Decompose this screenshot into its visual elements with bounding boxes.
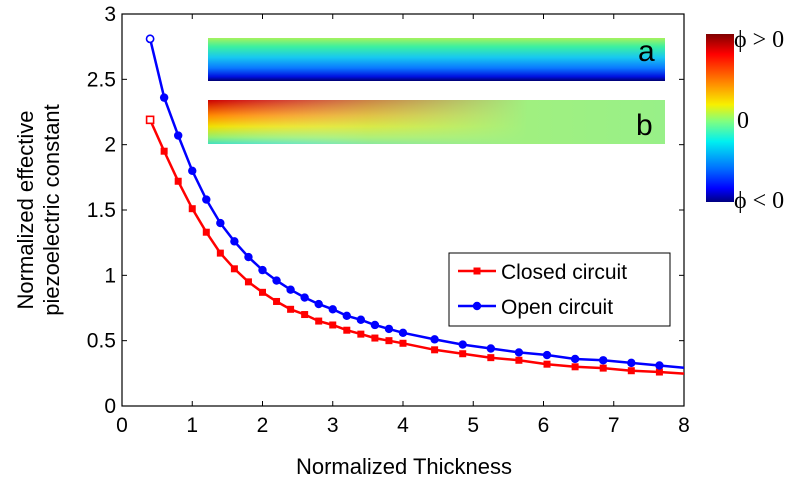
point-closed-circuit [244, 278, 252, 286]
legend-entry-closed: Closed circuit [458, 261, 627, 284]
point-closed-circuit [515, 356, 523, 364]
point-open-circuit [486, 344, 496, 353]
point-closed-circuit [216, 249, 224, 257]
point-open-circuit [599, 356, 608, 365]
x-tick-label: 0 [116, 414, 128, 437]
y-tick-label: 1 [104, 264, 116, 287]
x-tick-label: 4 [397, 414, 409, 437]
point-closed-circuit [357, 330, 365, 338]
legend-entry-open: Open circuit [458, 296, 613, 319]
point-open-circuit [342, 311, 351, 321]
point-closed-circuit [385, 337, 393, 345]
y-tick-label: 0.5 [87, 330, 116, 353]
point-closed-circuit [543, 360, 551, 368]
point-open-circuit [384, 324, 394, 334]
point-open-circuit [159, 93, 169, 102]
point-open-circuit [244, 252, 253, 262]
point-open-circuit [202, 195, 211, 204]
point-closed-circuit [571, 363, 579, 371]
legend-label-open: Open circuit [501, 296, 613, 319]
colorbar-label-middle: 0 [737, 108, 749, 134]
point-open-circuit [570, 354, 580, 364]
y-axis-label-line1: Normalized effective [13, 111, 38, 310]
point-open-circuit [174, 131, 183, 140]
series-layer [145, 34, 685, 376]
x-tick-label: 7 [608, 414, 620, 437]
point-open-circuit [398, 328, 408, 338]
point-open-circuit [655, 361, 664, 370]
y-tick-label: 0 [104, 395, 116, 418]
colorbar-scale [706, 34, 734, 202]
y-tick-label: 2 [104, 134, 116, 157]
point-closed-circuit [174, 177, 182, 185]
point-closed-circuit [145, 115, 155, 125]
inset-b: b [208, 100, 665, 144]
point-open-circuit [230, 237, 239, 246]
x-tick-label: 2 [257, 414, 269, 437]
point-open-circuit [514, 348, 524, 357]
colorbar-label-bottom: ϕ < 0 [734, 188, 784, 214]
point-closed-circuit [599, 364, 607, 372]
point-closed-circuit [188, 205, 196, 213]
point-closed-circuit [329, 321, 337, 329]
y-tick-label: 1.5 [87, 199, 116, 222]
axis-ticks: 0 1 2 3 4 5 6 7 8 0 0.5 1 1.5 2 2.5 3 [87, 3, 690, 437]
point-open-circuit [356, 315, 366, 324]
point-open-circuit [145, 34, 155, 44]
point-closed-circuit [627, 367, 635, 375]
point-open-circuit [458, 340, 467, 349]
x-tick-label: 6 [538, 414, 550, 437]
point-closed-circuit [655, 368, 663, 376]
point-closed-circuit [202, 228, 210, 236]
point-open-circuit [314, 299, 323, 309]
point-closed-circuit [160, 147, 168, 155]
point-open-circuit [258, 265, 267, 275]
inset-a-label: a [638, 35, 655, 68]
point-open-circuit [328, 305, 337, 314]
point-closed-circuit [371, 334, 379, 342]
point-closed-circuit [273, 297, 281, 305]
inset-b-overlay [208, 100, 665, 144]
x-axis-label: Normalized Thickness [296, 454, 512, 479]
x-tick-label: 3 [327, 414, 339, 437]
legend: Closed circuit Open circuit [448, 252, 671, 327]
point-open-circuit [300, 293, 309, 302]
colorbar-label-top: ϕ > 0 [734, 27, 784, 53]
point-closed-circuit [343, 326, 351, 334]
point-closed-circuit [230, 265, 238, 273]
point-open-circuit [286, 285, 295, 294]
legend-marker-closed [473, 267, 481, 275]
point-open-circuit [430, 335, 439, 344]
inset-a: a [208, 35, 665, 81]
y-tick-label: 3 [104, 3, 116, 26]
x-tick-label: 5 [467, 414, 479, 437]
point-open-circuit [542, 350, 552, 360]
y-tick-label: 2.5 [87, 68, 116, 91]
colorbar: ϕ > 0 0 ϕ < 0 [706, 27, 784, 214]
point-closed-circuit [259, 288, 266, 296]
point-open-circuit [370, 320, 380, 330]
point-closed-circuit [487, 354, 495, 362]
x-tick-label: 1 [186, 414, 198, 437]
point-closed-circuit [459, 350, 467, 358]
point-open-circuit [627, 358, 636, 368]
inset-b-label: b [636, 109, 653, 142]
x-tick-label: 8 [678, 414, 690, 437]
legend-marker-open [472, 301, 482, 311]
point-closed-circuit [431, 346, 439, 354]
legend-label-closed: Closed circuit [501, 261, 627, 284]
point-closed-circuit [315, 317, 323, 325]
point-open-circuit [188, 166, 197, 175]
point-closed-circuit [301, 311, 309, 319]
y-axis-label-line2: piezoelectric constant [39, 104, 64, 316]
point-closed-circuit [399, 339, 407, 347]
inset-a-image [208, 38, 665, 81]
point-closed-circuit [287, 305, 295, 313]
point-open-circuit [216, 218, 225, 228]
point-open-circuit [272, 276, 281, 285]
legend-box [448, 252, 671, 327]
